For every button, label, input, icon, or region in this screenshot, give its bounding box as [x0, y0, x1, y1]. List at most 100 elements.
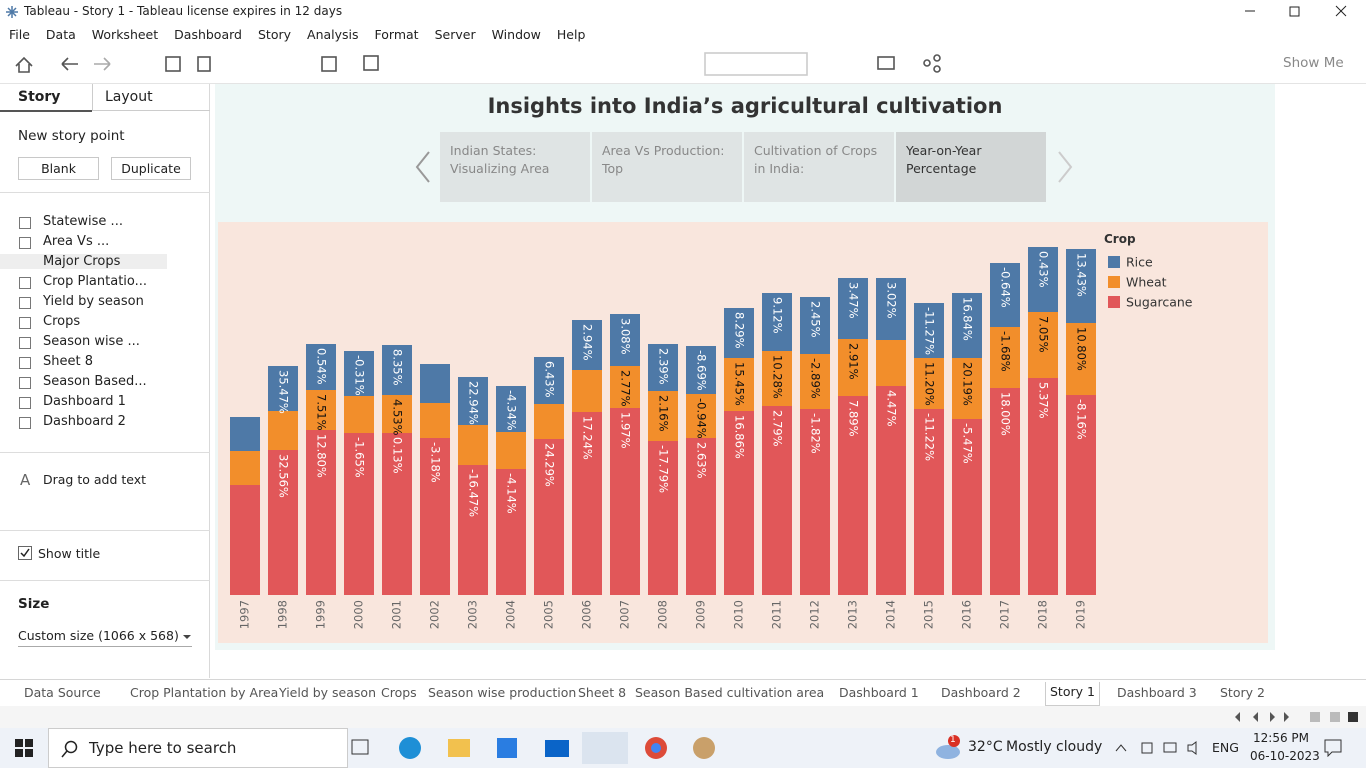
story-tab[interactable]: Story	[18, 89, 61, 105]
menu-item[interactable]: Window	[491, 26, 541, 42]
data-label: 2.39%	[657, 348, 671, 385]
menu-item[interactable]: Server	[434, 26, 476, 42]
bar-segment	[230, 417, 260, 451]
data-label: 2.16%	[657, 395, 671, 432]
sheet-tab[interactable]: Season wise production	[428, 685, 577, 700]
bar-segment	[534, 439, 564, 595]
divider	[0, 530, 210, 531]
bar-segment	[458, 465, 488, 595]
sheet-tab[interactable]: Data Source	[24, 685, 101, 700]
menu-item[interactable]: Dashboard	[174, 26, 242, 42]
tab-underline	[0, 110, 92, 112]
bar-segment	[952, 293, 982, 358]
sheet-item[interactable]: Crop Plantatio...	[43, 274, 148, 289]
bar-segment	[610, 408, 640, 595]
sheet-item[interactable]: Dashboard 2	[43, 414, 126, 429]
sheet-icon	[19, 417, 31, 429]
data-label: 2.63%	[695, 442, 709, 479]
menu-item[interactable]: Analysis	[307, 26, 359, 42]
nav-controls[interactable]	[1232, 710, 1362, 724]
sheet-item[interactable]: Area Vs ...	[43, 234, 110, 249]
blank-button[interactable]: Blank	[18, 157, 99, 180]
story-point[interactable]: Indian States: Visualizing Area	[440, 132, 590, 202]
story-point[interactable]: Cultivation of Crops in India:	[744, 132, 894, 202]
language[interactable]: ENG	[1212, 740, 1239, 755]
data-label: -3.18%	[429, 442, 443, 483]
search-box[interactable]: Type here to search	[48, 728, 348, 768]
data-label: 7.05%	[1037, 316, 1051, 353]
sheet-item[interactable]: Crops	[43, 314, 81, 329]
menu-item[interactable]: Worksheet	[91, 26, 159, 42]
data-label: -0.64%	[999, 267, 1013, 308]
menu-item[interactable]: File	[9, 26, 30, 42]
menu-item[interactable]: Format	[374, 26, 419, 42]
bar-segment	[1066, 395, 1096, 595]
sheet-tab[interactable]: Sheet 8	[578, 685, 627, 700]
bar-segment	[496, 386, 526, 432]
sheet-tab[interactable]: Yield by season	[279, 685, 376, 700]
sheet-tab[interactable]: Dashboard 3	[1117, 685, 1197, 700]
tray-icons[interactable]	[1112, 740, 1204, 756]
data-label: 0.54%	[315, 348, 329, 385]
data-label: -4.14%	[505, 473, 519, 514]
bar-segment	[420, 403, 450, 438]
story-point[interactable]: Year-on-Year Percentage	[896, 132, 1046, 202]
data-label: 4.53%	[391, 399, 405, 436]
sheet-icon	[19, 377, 31, 389]
bar-segment	[1028, 312, 1058, 378]
x-tick-label: 2004	[504, 600, 518, 629]
sheet-tab[interactable]: Dashboard 2	[941, 685, 1021, 700]
sheet-tab[interactable]: Dashboard 1	[839, 685, 919, 700]
sheet-tab[interactable]: Crops	[381, 685, 417, 700]
sheet-item[interactable]: Sheet 8	[43, 354, 93, 369]
data-label: -0.94%	[695, 398, 709, 439]
bar-segment	[458, 425, 488, 465]
checkbox[interactable]	[18, 546, 33, 561]
sheet-item[interactable]: Yield by season	[43, 294, 144, 309]
bar-segment	[914, 303, 944, 358]
sheet-item[interactable]: Statewise ...	[43, 214, 123, 229]
sheet-tab[interactable]: Story 1	[1045, 682, 1100, 706]
next-arrow[interactable]	[1055, 150, 1075, 184]
sheet-item[interactable]: Dashboard 1	[43, 394, 126, 409]
start-button[interactable]	[15, 739, 33, 757]
show-title[interactable]: Show title	[38, 546, 101, 561]
clock-time[interactable]: 12:56 PM	[1253, 731, 1309, 745]
duplicate-button[interactable]: Duplicate	[111, 157, 191, 180]
sheet-item[interactable]: Season Based...	[43, 374, 147, 389]
size-dropdown[interactable]: Custom size (1066 x 568)	[18, 628, 192, 647]
menu-item[interactable]: Data	[45, 26, 76, 42]
toolbar-icons[interactable]	[0, 44, 960, 84]
show-me[interactable]: Show Me	[1283, 55, 1344, 71]
sheet-item[interactable]: Major Crops	[0, 254, 167, 269]
data-label: 13.43%	[1075, 253, 1089, 297]
prev-arrow[interactable]	[413, 150, 433, 184]
bar-segment	[344, 396, 374, 433]
bar-segment	[382, 345, 412, 395]
taskbar-apps[interactable]	[350, 732, 730, 764]
sheet-list: Statewise ... Area Vs ... Major Crops Crop …	[0, 212, 210, 442]
menu-item[interactable]: Help	[556, 26, 586, 42]
x-tick-label: 2019	[1074, 600, 1088, 629]
bar-segment	[990, 327, 1020, 388]
size-label: Size	[18, 596, 50, 612]
drag-text[interactable]: Drag to add text	[43, 472, 147, 487]
x-tick-label: 2016	[960, 600, 974, 629]
layout-tab[interactable]: Layout	[105, 89, 153, 105]
clock-date[interactable]: 06-10-2023	[1250, 749, 1320, 763]
sheet-item[interactable]: Season wise ...	[43, 334, 140, 349]
sheet-tab[interactable]: Story 2	[1220, 685, 1265, 700]
toolbar: Show Me	[0, 44, 1366, 84]
data-label: 16.86%	[733, 415, 747, 459]
notifications[interactable]	[1324, 739, 1342, 757]
menu-item[interactable]: Story	[257, 26, 292, 42]
sheet-tab[interactable]: Season Based cultivation area	[635, 685, 825, 700]
bar-segment	[1028, 378, 1058, 595]
story-point[interactable]: Area Vs Production: Top	[592, 132, 742, 202]
data-label: -1.82%	[809, 413, 823, 454]
bar-segment	[762, 293, 792, 351]
taskbar: Type here to search 1 32°C Mostly cloudy…	[0, 728, 1366, 768]
window-controls[interactable]	[1240, 4, 1360, 20]
sheet-tab[interactable]: Crop Plantation by Area	[130, 685, 279, 700]
bar-segment	[1066, 249, 1096, 323]
